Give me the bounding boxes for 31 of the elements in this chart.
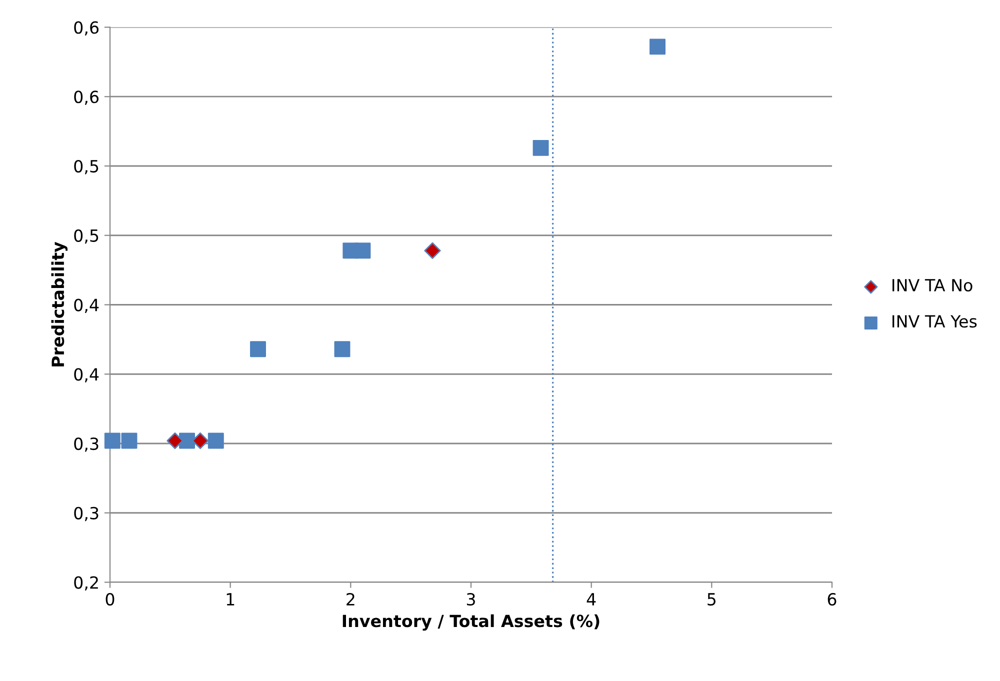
point	[250, 341, 266, 358]
y-tick-label: 0,3	[74, 437, 98, 452]
point	[424, 242, 441, 259]
point	[650, 38, 666, 55]
y-tick-label: 0,5	[74, 160, 98, 174]
legend-label: INV TA Yes	[892, 315, 977, 328]
y-tick-label: 0,3	[74, 506, 98, 522]
x-tick-label: 0	[106, 592, 114, 606]
y-tick-label: 0,4	[74, 298, 99, 314]
point	[354, 242, 371, 259]
y-tick-label: 0,6	[74, 90, 99, 105]
x-tick-label: 2	[346, 592, 354, 606]
legend-label: INV TA No	[892, 279, 972, 292]
y-tick-label: 0,6	[74, 21, 99, 36]
x-tick-label: 3	[466, 592, 475, 606]
y-tick-label: 0,5	[74, 229, 98, 244]
point	[104, 432, 120, 449]
x-axis-title: Inventory / Total Assets (%)	[342, 614, 600, 631]
y-tick-label: 0,4	[74, 368, 99, 382]
x-tick-label: 4	[586, 593, 596, 606]
point	[208, 432, 224, 449]
x-tick-label: 5	[708, 593, 716, 606]
x-tick-label: 6	[828, 592, 836, 606]
point	[334, 341, 350, 358]
y-tick-label: 0,2	[74, 576, 98, 591]
point	[192, 432, 209, 450]
y-axis-title: Predictability	[51, 242, 68, 366]
point	[532, 140, 549, 156]
point	[121, 432, 138, 449]
point	[166, 432, 184, 450]
x-tick-label: 1	[226, 593, 234, 606]
